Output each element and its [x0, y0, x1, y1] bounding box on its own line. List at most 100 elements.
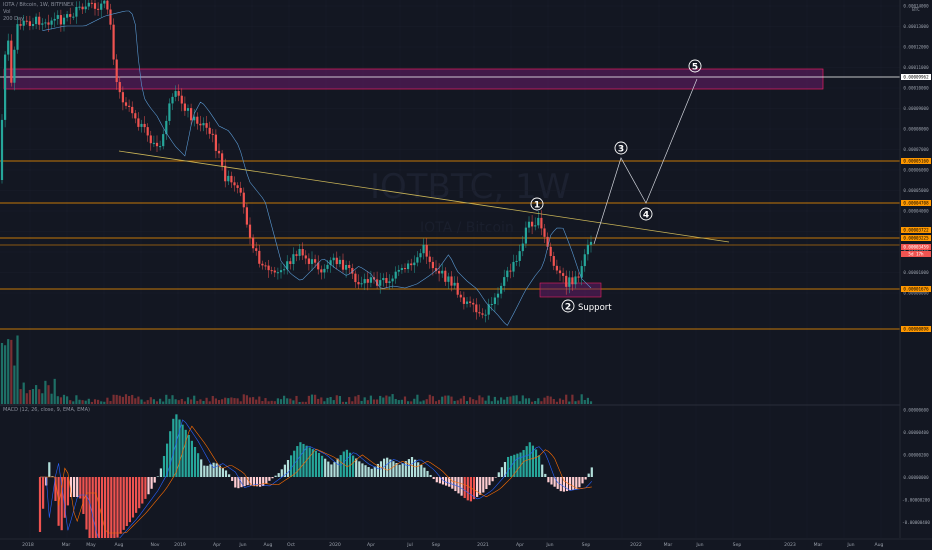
volume-bar: [121, 396, 124, 404]
macd-bar: [128, 477, 131, 523]
macd-bar: [534, 449, 538, 477]
volume-bar: [258, 396, 261, 404]
macd-bar: [262, 477, 265, 486]
candle-body: [267, 265, 270, 271]
volume-bar: [298, 401, 301, 404]
volume-bar: [131, 394, 134, 404]
macd-bar: [215, 463, 218, 477]
candle-body: [47, 22, 50, 25]
wave-marker-4[interactable]: 4: [639, 207, 653, 221]
wave-marker-3[interactable]: 3: [614, 141, 628, 155]
macd-bar: [550, 477, 553, 485]
time-axis[interactable]: [0, 538, 932, 550]
macd-bar: [200, 459, 203, 477]
sma-indicator-label[interactable]: 200 Day: [3, 16, 25, 22]
candle-body: [447, 276, 450, 282]
volume-bar: [279, 399, 283, 404]
descending-trendline[interactable]: [118, 150, 730, 243]
symbol-title[interactable]: IOTA / Bitcoin, 1W, BITFINEX: [3, 2, 74, 8]
macd-bar: [69, 477, 73, 497]
macd-bar: [107, 477, 110, 547]
wave-marker-1[interactable]: 1: [530, 197, 544, 211]
macd-bar: [556, 477, 559, 489]
candle-body: [146, 127, 149, 136]
macd-bar: [206, 465, 209, 477]
macd-bar: [451, 477, 454, 489]
candle-body: [134, 113, 137, 119]
candle-body: [233, 182, 236, 186]
candle-body: [366, 279, 369, 283]
volume-bar: [366, 400, 369, 404]
volume-bar: [109, 401, 112, 404]
price-axis[interactable]: [900, 0, 932, 540]
volume-bar: [255, 399, 258, 404]
macd-bar: [169, 431, 172, 477]
candle-body: [534, 225, 537, 227]
resistance-zone[interactable]: [3, 68, 824, 90]
volume-bar: [124, 394, 128, 404]
candle-body: [109, 9, 112, 25]
price-tick-label: 0.00008000: [903, 127, 929, 132]
volume-bar: [397, 400, 400, 404]
candle-body: [431, 261, 434, 269]
watermark-ticker: IOTBTC, 1W: [370, 167, 570, 207]
macd-bar: [370, 468, 373, 477]
volume-bar: [338, 396, 341, 404]
time-tick-label: Apr: [213, 542, 221, 548]
macd-tick-label: -0.00000200: [902, 498, 930, 503]
price-tick-label: 0.00007000: [903, 147, 929, 152]
candle-body: [152, 142, 155, 144]
volume-bar: [193, 395, 196, 404]
volume-bar: [162, 401, 165, 404]
macd-bar: [141, 477, 144, 504]
candle-body: [236, 185, 239, 188]
time-tick-label: Apr: [516, 542, 524, 548]
macd-legend[interactable]: MACD (12, 26, close, 9, EMA, EMA): [3, 407, 90, 413]
candle-body: [183, 103, 186, 111]
macd-bar: [302, 443, 305, 477]
volume-bar: [589, 401, 593, 404]
candle-body: [264, 265, 267, 267]
candle-body: [376, 279, 379, 286]
candle-body: [524, 227, 527, 244]
projection-path[interactable]: [593, 78, 698, 245]
candle-body: [403, 268, 407, 270]
time-tick-label: Jun: [846, 542, 854, 548]
volume-bar: [515, 395, 518, 404]
candle-body: [202, 123, 205, 126]
candle-body: [211, 133, 214, 135]
volume-bar: [546, 395, 549, 404]
volume-bar: [527, 398, 531, 404]
candle-body: [320, 269, 323, 273]
candle-body: [199, 123, 202, 126]
macd-bar: [339, 455, 342, 477]
price-tag: [901, 158, 931, 164]
candle-body: [56, 15, 59, 19]
macd-bar: [417, 462, 420, 477]
macd-bar: [104, 477, 107, 547]
volume-indicator-label[interactable]: Vol: [3, 9, 11, 15]
candle-body: [190, 108, 193, 121]
macd-bar: [333, 462, 336, 477]
macd-bar: [581, 477, 584, 484]
macd-bar: [584, 477, 587, 480]
candle-body: [273, 270, 276, 273]
svg-text:2: 2: [565, 303, 571, 313]
volume-bar: [438, 399, 441, 404]
wave-marker-2[interactable]: 2: [561, 299, 575, 313]
macd-bar: [507, 456, 510, 477]
candle-body: [131, 106, 134, 114]
volume-bar: [419, 401, 422, 404]
volume-bar: [428, 394, 431, 404]
volume-bar: [72, 401, 75, 404]
candle-body: [62, 17, 66, 25]
macd-bar: [228, 474, 231, 477]
candle-body: [577, 276, 580, 278]
support-zone[interactable]: [539, 282, 602, 298]
macd-bar: [231, 477, 234, 481]
volume-bar: [586, 397, 589, 404]
wave-marker-5[interactable]: 5: [688, 59, 702, 73]
macd-bar: [445, 477, 448, 486]
volume-bar: [50, 393, 53, 404]
